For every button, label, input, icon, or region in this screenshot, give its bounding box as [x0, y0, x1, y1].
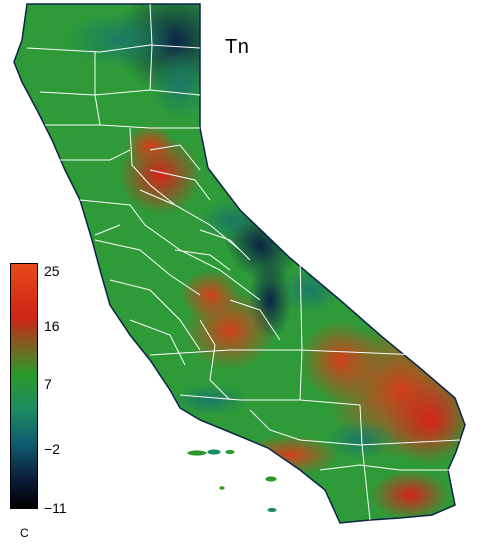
map-title: Tn	[225, 36, 250, 58]
legend-tick-25: 25	[44, 263, 60, 279]
channel-islands	[186, 448, 278, 513]
legend-unit: C	[20, 526, 29, 540]
legend-tick-16: 16	[44, 318, 60, 334]
legend-tick-7: 7	[44, 376, 52, 392]
legend-tick-minus-11: −11	[44, 500, 67, 516]
legend-tick-minus-2: −2	[44, 441, 60, 457]
county-borders	[26, 3, 461, 521]
legend-colorbar	[10, 263, 38, 509]
